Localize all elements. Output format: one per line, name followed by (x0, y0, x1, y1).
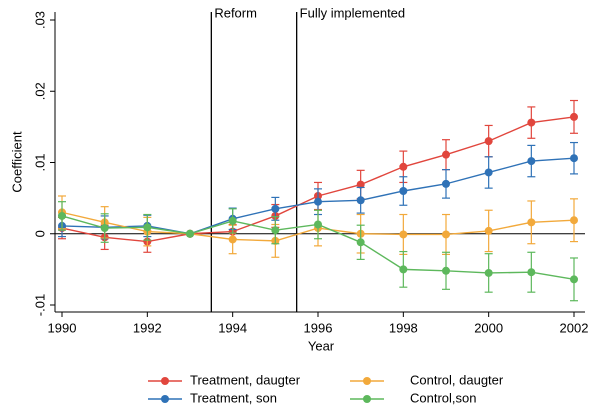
point (100, 224, 109, 233)
x-axis-label: Year (308, 338, 335, 353)
point (484, 226, 493, 235)
legend-label: Control,son (410, 390, 476, 405)
point (399, 187, 408, 195)
point (570, 275, 578, 284)
point (314, 220, 322, 229)
legend-marker (363, 395, 371, 403)
point (356, 238, 365, 247)
point (228, 216, 237, 225)
point (442, 150, 450, 159)
legend-marker (161, 395, 169, 403)
point (58, 211, 66, 220)
point (356, 196, 365, 205)
x-tick-label: 1996 (304, 320, 333, 335)
y-tick-label: -.01 (32, 294, 47, 316)
point (442, 230, 450, 239)
point (484, 137, 493, 146)
y-tick-label: 0 (32, 230, 47, 237)
y-tick-label: .02 (32, 82, 47, 100)
point (314, 197, 322, 206)
legend-marker (161, 377, 169, 385)
point (527, 268, 536, 277)
point (228, 235, 237, 244)
point (143, 223, 152, 232)
x-tick-label: 2002 (560, 320, 589, 335)
point (186, 229, 194, 238)
y-tick-label: .03 (32, 11, 47, 29)
point (527, 218, 536, 227)
y-tick-label: .01 (32, 153, 47, 171)
point (399, 162, 408, 171)
point (442, 179, 450, 188)
point (271, 226, 280, 235)
point (271, 204, 280, 213)
x-tick-label: 1992 (133, 320, 162, 335)
legend-label: Treatment, son (190, 390, 277, 405)
reference-label: Reform (214, 5, 257, 20)
point (570, 216, 578, 225)
y-axis-label: Coefficient (9, 131, 24, 193)
point (570, 112, 578, 121)
legend-label: Treatment, daugter (190, 372, 301, 387)
reference-label: Fully implemented (300, 5, 406, 20)
x-tick-label: 1994 (218, 320, 247, 335)
point (442, 266, 450, 275)
legend-marker (363, 377, 371, 385)
point (570, 154, 578, 163)
point (527, 118, 536, 127)
point (484, 168, 493, 177)
x-tick-label: 1998 (389, 320, 418, 335)
legend-label: Control, daugter (410, 372, 504, 387)
point (399, 230, 408, 239)
point (399, 265, 408, 274)
point (527, 157, 536, 166)
x-tick-label: 1990 (48, 320, 77, 335)
point (356, 180, 365, 189)
x-tick-label: 2000 (474, 320, 503, 335)
point (484, 268, 493, 277)
